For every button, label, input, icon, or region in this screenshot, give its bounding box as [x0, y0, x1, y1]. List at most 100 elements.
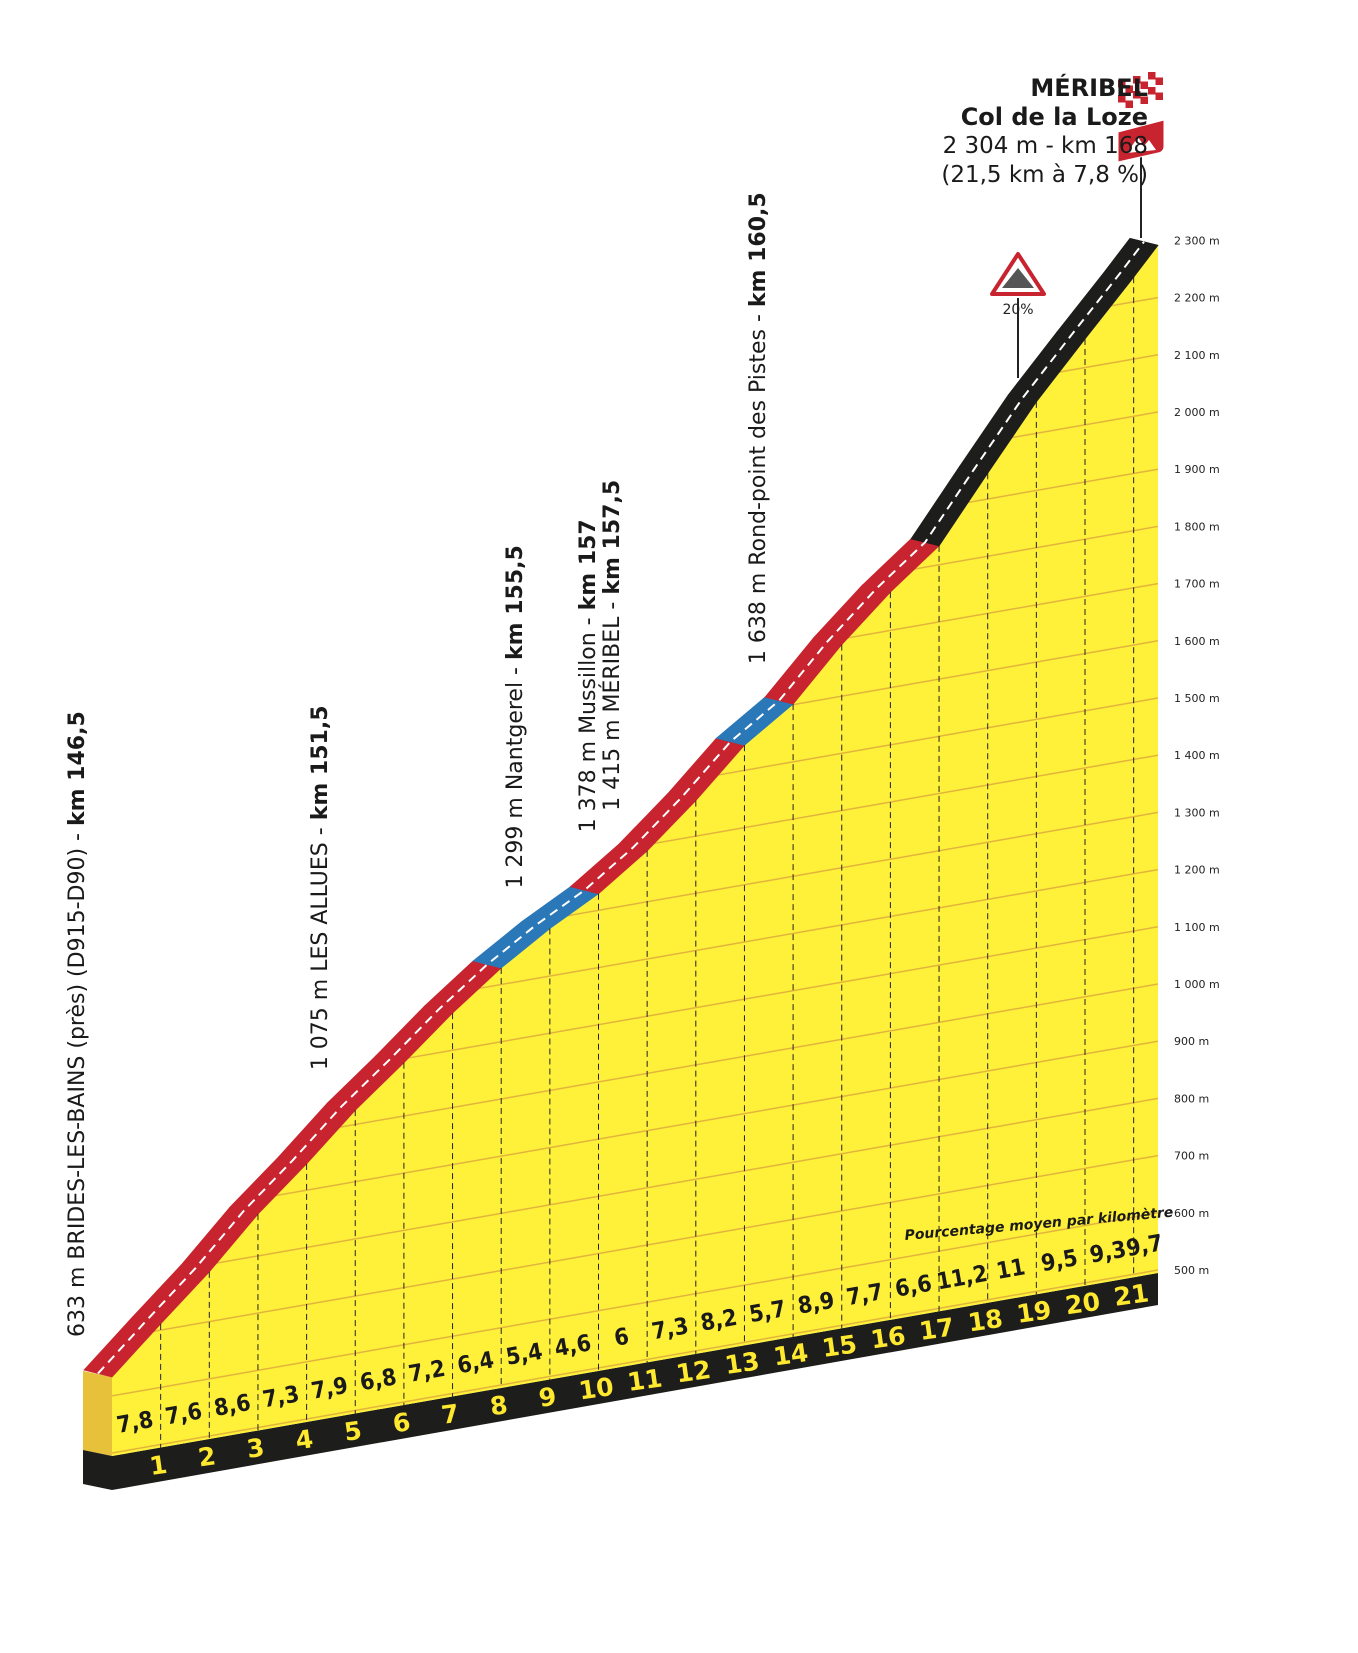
segment-gradient-label: 8,9	[796, 1288, 837, 1320]
y-tick-label: 2 200 m	[1174, 292, 1220, 305]
mountain-icon	[1002, 268, 1034, 288]
segment-gradient-label: 7,3	[650, 1313, 691, 1345]
x-tick-label: 14	[772, 1338, 810, 1372]
x-tick-label: 21	[1112, 1278, 1150, 1312]
x-tick-label: 13	[723, 1346, 761, 1380]
x-tick-label: 20	[1063, 1287, 1101, 1321]
flag-square	[1140, 74, 1148, 82]
finish-flag-icon	[1118, 70, 1163, 110]
flag-square	[1155, 85, 1163, 93]
y-tick-label: 1 800 m	[1174, 520, 1220, 533]
segment-gradient-label: 9,3	[1088, 1237, 1129, 1269]
altitude-gridline	[112, 1040, 1158, 1225]
y-tick-label: 2 300 m	[1174, 234, 1220, 247]
x-tick-label: 10	[577, 1372, 615, 1406]
y-tick-label: 800 m	[1174, 1092, 1209, 1105]
segment-gradient-label: 6,4	[455, 1347, 496, 1379]
altitude-gridline	[112, 1269, 1158, 1454]
segment-gradient-label: 5,7	[747, 1296, 788, 1328]
segment-gradient-label: 5,4	[504, 1339, 545, 1371]
summit-subtitle: Col de la Loze	[960, 103, 1148, 131]
segment-gradient-label: 7,2	[407, 1356, 448, 1388]
y-tick-label: 700 m	[1174, 1150, 1209, 1163]
flag-square	[1118, 87, 1126, 95]
summit-name: MÉRIBEL	[1030, 74, 1148, 102]
waypoint-annotation: 1 638 m Rond-point des Pistes - km 160,5	[746, 192, 771, 664]
waypoint-annotation: 1 299 m Nantgerel - km 155,5	[503, 545, 528, 888]
flag-square	[1155, 77, 1163, 85]
waypoint-annotation: 1 415 m MÉRIBEL - km 157,5	[599, 480, 625, 811]
segment-gradient-label: 8,2	[699, 1305, 740, 1337]
y-tick-label: 500 m	[1174, 1264, 1209, 1277]
x-tick-label: 8	[488, 1390, 509, 1421]
y-tick-label: 600 m	[1174, 1207, 1209, 1220]
segment-gradient-label: 6,6	[893, 1271, 934, 1303]
segment-gradient-label: 9,5	[1039, 1245, 1080, 1277]
y-tick-label: 900 m	[1174, 1035, 1209, 1048]
flag-square	[1133, 98, 1141, 106]
flag-square	[1118, 80, 1126, 88]
x-tick-label: 15	[820, 1329, 858, 1363]
segment-gradient-label: 6,8	[358, 1364, 399, 1396]
altitude-gridline	[112, 1097, 1158, 1283]
x-tick-label: 9	[537, 1382, 558, 1413]
x-tick-label: 17	[917, 1312, 955, 1346]
flag-square	[1125, 93, 1133, 101]
flag-square	[1125, 85, 1133, 93]
y-tick-label: 2 000 m	[1174, 406, 1220, 419]
flag-square	[1155, 92, 1163, 100]
summit-flags	[1117, 70, 1165, 238]
x-tick-label: 16	[869, 1321, 907, 1355]
segment-gradient-label: 7,6	[163, 1398, 204, 1430]
x-tick-label: 18	[966, 1304, 1004, 1338]
x-tick-label: 6	[391, 1407, 412, 1438]
flag-square	[1125, 100, 1133, 108]
flag-square	[1155, 70, 1163, 78]
flag-square	[1133, 83, 1141, 91]
y-tick-label: 1 700 m	[1174, 578, 1220, 591]
y-tick-label: 1 600 m	[1174, 635, 1220, 648]
x-tick-label: 1	[148, 1450, 169, 1481]
waypoint-annotation: 1 378 m Mussillon - km 157	[576, 519, 601, 832]
road-centerline	[97, 241, 1145, 1375]
summit-altitude: 2 304 m - km 168	[942, 133, 1148, 159]
y-tick-label: 2 100 m	[1174, 349, 1220, 362]
flag-square	[1140, 96, 1148, 104]
climb-summary: (21,5 km à 7,8 %)	[941, 162, 1148, 188]
flag-square	[1133, 91, 1141, 99]
flag-square	[1148, 94, 1156, 102]
altitude-gridline	[112, 1154, 1158, 1340]
flag-square	[1148, 72, 1156, 80]
y-tick-label: 1 100 m	[1174, 921, 1220, 934]
segment-gradient-label: 8,6	[212, 1390, 253, 1422]
segment-gradient-label: 4,6	[553, 1330, 594, 1362]
altitude-gridline	[112, 245, 1158, 425]
x-tick-label: 12	[674, 1355, 712, 1389]
flag-square	[1125, 78, 1133, 86]
gradient-segment	[1104, 237, 1159, 278]
segment-gradient-label: 7,9	[309, 1373, 350, 1405]
flag-square	[1118, 95, 1126, 103]
x-tick-label: 3	[245, 1433, 266, 1464]
flag-square	[1140, 81, 1148, 89]
y-tick-label: 1 400 m	[1174, 749, 1220, 762]
flag-square	[1148, 87, 1156, 95]
waypoint-annotation: 633 m BRIDES-LES-BAINS (près) (D915-D90)…	[65, 711, 90, 1337]
segment-gradient-label: 7,8	[115, 1407, 156, 1439]
flag-square	[1148, 79, 1156, 87]
waypoint-annotation: 1 075 m LES ALLUES - km 151,5	[308, 705, 333, 1070]
altitude-gridline	[112, 1212, 1158, 1397]
y-tick-label: 1 200 m	[1174, 864, 1220, 877]
flag-square	[1118, 102, 1126, 110]
flag-square	[1133, 76, 1141, 84]
segment-gradient-label: 9,7	[1124, 1230, 1165, 1262]
segment-gradient-label: 6	[612, 1324, 631, 1352]
summit-info: MÉRIBEL Col de la Loze 2 304 m - km 168 …	[941, 74, 1148, 190]
distance-base-bar	[83, 1273, 1158, 1491]
profile-side-face	[83, 1370, 112, 1457]
segment-gradient-label: 11	[994, 1254, 1027, 1285]
x-tick-label: 19	[1015, 1295, 1053, 1329]
y-tick-label: 1 300 m	[1174, 806, 1220, 819]
x-tick-label: 7	[440, 1399, 461, 1430]
